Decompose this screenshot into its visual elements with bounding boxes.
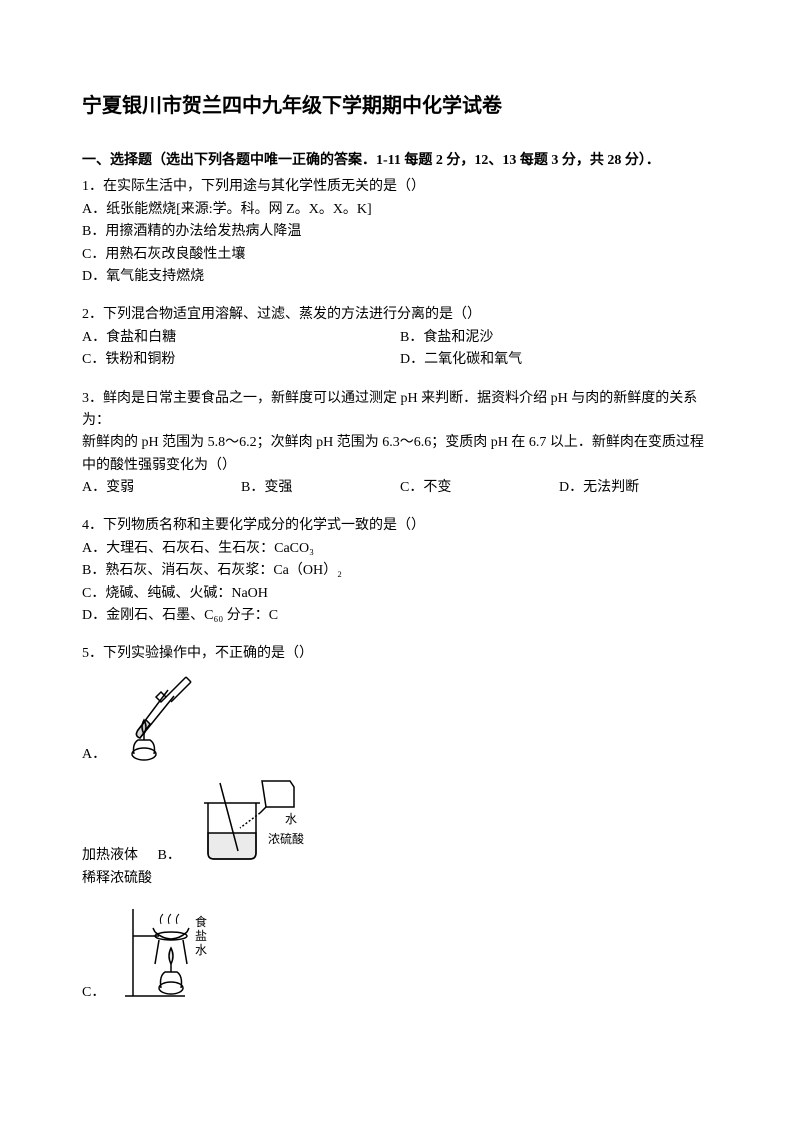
q3-stem-line1: 3．鲜肉是日常主要食品之一，新鲜度可以通过测定 pH 来判断．据资料介绍 pH … xyxy=(82,388,718,433)
q5-option-a-row: A． xyxy=(82,672,718,767)
q5-b-pre: 加热液体 xyxy=(82,845,138,867)
evaporate-salt-figure-icon: 食 盐 水 xyxy=(115,894,245,1004)
q5-option-b-row: 加热液体 B． xyxy=(82,773,718,868)
q3-option-b: B．变强 xyxy=(241,477,400,499)
question-3: 3．鲜肉是日常主要食品之一，新鲜度可以通过测定 pH 来判断．据资料介绍 pH … xyxy=(82,388,718,500)
q5-b-post: 稀释浓硫酸 xyxy=(82,868,718,890)
question-4: 4．下列物质名称和主要化学成分的化学式一致的是（） A．大理石、石灰石、生石灰：… xyxy=(82,515,718,627)
question-5: 5．下列实验操作中，不正确的是（） A． xyxy=(82,643,718,1004)
q1-option-b: B．用擦酒精的办法给发热病人降温 xyxy=(82,221,718,243)
q5-stem: 5．下列实验操作中，不正确的是（） xyxy=(82,643,718,665)
q3-option-c: C．不变 xyxy=(400,477,559,499)
q3-option-a: A．变弱 xyxy=(82,477,241,499)
heating-liquid-figure-icon xyxy=(116,672,206,767)
question-1: 1．在实际生活中，下列用途与其化学性质无关的是（） A．纸张能燃烧[来源:学。科… xyxy=(82,176,718,288)
figb-water-text: 水 xyxy=(285,812,297,826)
q4-option-d: D．金刚石、石墨、C₆₀ 分子：C xyxy=(82,605,718,627)
q5-option-c-row: C． xyxy=(82,894,718,1004)
q4-option-c: C．烧碱、纯碱、火碱：NaOH xyxy=(82,583,718,605)
q2-option-c: C．铁粉和铜粉 xyxy=(82,349,400,371)
q5-c-label: C． xyxy=(82,982,105,1004)
q3-stem-line2: 新鲜肉的 pH 范围为 5.8～6.2；次鲜肉 pH 范围为 6.3～6.6；变… xyxy=(82,432,718,454)
question-2: 2．下列混合物适宜用溶解、过滤、蒸发的方法进行分离的是（） A．食盐和白糖 B．… xyxy=(82,304,718,371)
figb-acid-text: 浓硫酸 xyxy=(268,831,304,846)
q1-option-d: D．氧气能支持燃烧 xyxy=(82,266,718,288)
q5-a-label: A． xyxy=(82,744,106,766)
q4-stem: 4．下列物质名称和主要化学成分的化学式一致的是（） xyxy=(82,515,718,537)
q1-option-c: C．用熟石灰改良酸性土壤 xyxy=(82,244,718,266)
q1-stem: 1．在实际生活中，下列用途与其化学性质无关的是（） xyxy=(82,176,718,198)
q4-option-a: A．大理石、石灰石、生石灰：CaCO₃ xyxy=(82,538,718,560)
q2-option-a: A．食盐和白糖 xyxy=(82,327,400,349)
figc-salt-text1: 食 xyxy=(195,914,207,929)
q3-option-d: D．无法判断 xyxy=(559,477,718,499)
q4-option-b: B．熟石灰、消石灰、石灰浆：Ca（OH）₂ xyxy=(82,560,718,582)
q1-option-a: A．纸张能燃烧[来源:学。科。网 Z。X。X。K] xyxy=(82,199,718,221)
q2-option-d: D．二氧化碳和氧气 xyxy=(400,349,718,371)
exam-title: 宁夏银川市贺兰四中九年级下学期期中化学试卷 xyxy=(82,90,718,122)
dilute-acid-figure-icon: 水 浓硫酸 xyxy=(190,773,320,868)
q5-b-label: B． xyxy=(158,845,181,867)
q3-stem-line3: 中的酸性强弱变化为（） xyxy=(82,455,718,477)
section1-header: 一、选择题（选出下列各题中唯一正确的答案．1-11 每题 2 分，12、13 每… xyxy=(82,150,718,172)
figc-salt-text3: 水 xyxy=(195,943,207,957)
q2-stem: 2．下列混合物适宜用溶解、过滤、蒸发的方法进行分离的是（） xyxy=(82,304,718,326)
figc-salt-text2: 盐 xyxy=(195,929,207,943)
q2-option-b: B．食盐和泥沙 xyxy=(400,327,718,349)
